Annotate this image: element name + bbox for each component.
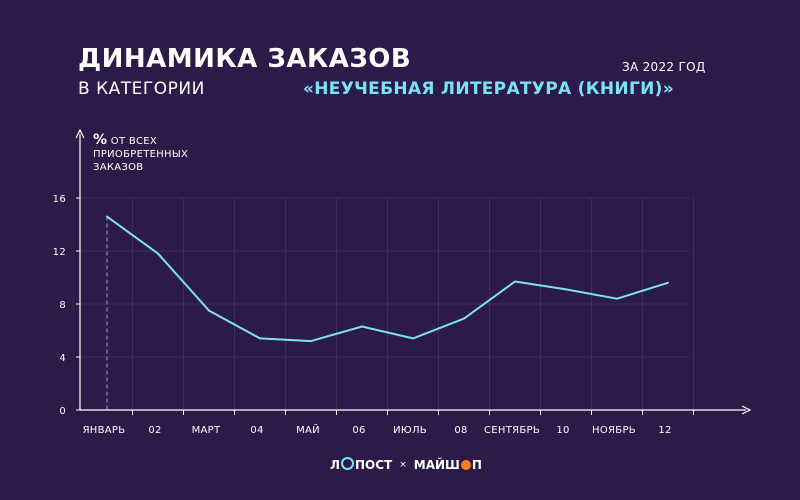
chart-grid: [80, 197, 694, 410]
x-tick-label: ИЮЛЬ: [393, 425, 427, 436]
chart-title: ДИНАМИКА ЗАКАЗОВ: [78, 44, 412, 74]
y-axis-label-line2: ПРИОБРЕТЕННЫХ: [93, 149, 189, 160]
y-axis-arrow-icon: [75, 128, 85, 139]
y-axis-label: % ОТ ВСЕХ ПРИОБРЕТЕННЫХ ЗАКАЗОВ: [93, 132, 233, 174]
series-line: [106, 215, 669, 343]
x-tick-label: СЕНТЯБРЬ: [484, 425, 540, 436]
x-tick-label: МАЙ: [296, 423, 320, 436]
y-axis-label-percent: %: [93, 132, 108, 148]
y-axis-label-line1: ОТ ВСЕХ: [107, 136, 158, 147]
dot-icon: [460, 459, 471, 470]
chart-subtitle-category: «НЕУЧЕБНАЯ ЛИТЕРАТУРА (КНИГИ)»: [303, 79, 674, 99]
chart-axes: [75, 128, 752, 415]
chart-subtitle-left: В КАТЕГОРИИ: [78, 79, 205, 99]
y-tick-label: 12: [53, 247, 66, 258]
footer-logos: Л ПОСТ × МАЙШ П: [330, 457, 482, 472]
x-tick-label: 04: [250, 425, 263, 436]
x-tick-label: 10: [556, 425, 569, 436]
x-tick-label: НОЯБРЬ: [592, 425, 636, 436]
chart-year: ЗА 2022 ГОД: [622, 60, 706, 74]
y-tick-labels: 0 4 8 12 16: [53, 194, 66, 417]
series-lines: [106, 215, 669, 343]
x-tick-label: 12: [658, 425, 671, 436]
lpost-logo: Л ПОСТ: [330, 457, 393, 472]
x-tick-label: 02: [148, 425, 161, 436]
y-tick-label: 4: [59, 353, 66, 364]
x-tick-label: 06: [352, 425, 365, 436]
x-tick-label: МАРТ: [192, 425, 221, 436]
x-tick-labels: ЯНВАРЬ 02 МАРТ 04 МАЙ 06 ИЮЛЬ 08 СЕНТЯБРЬ 10 НОЯБР…: [83, 423, 672, 436]
x-axis-arrow-icon: [741, 405, 752, 415]
logo-separator: ×: [399, 459, 407, 470]
y-axis-label-line3: ЗАКАЗОВ: [93, 162, 144, 173]
y-tick-label: 8: [59, 300, 66, 311]
myshop-logo: МАЙШ П: [413, 457, 482, 472]
y-tick-label: 0: [59, 406, 66, 417]
y-tick-label: 16: [53, 194, 66, 205]
x-tick-label: ЯНВАРЬ: [83, 425, 126, 436]
ring-icon: [340, 457, 354, 470]
x-tick-label: 08: [454, 425, 467, 436]
